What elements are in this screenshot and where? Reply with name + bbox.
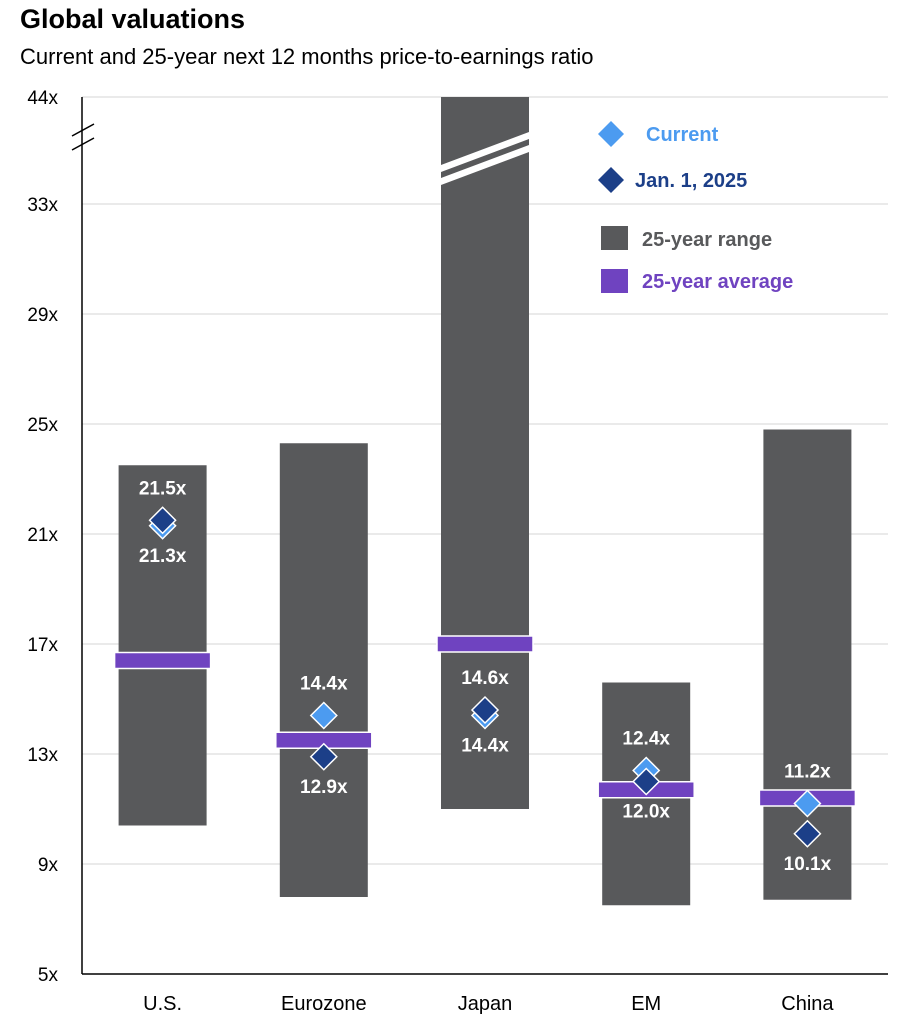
y-tick-label: 21x [27, 525, 58, 546]
jan-diamond [470, 695, 500, 725]
legend-current-diamond [598, 121, 624, 147]
current-diamond [309, 701, 338, 730]
jan-value-label: 12.9x [300, 777, 348, 798]
legend-jan-diamond [598, 167, 624, 193]
y-tick-label: 5x [38, 965, 59, 986]
jan-value-label: 21.5x [139, 478, 187, 499]
range-bar [279, 443, 368, 897]
range-bar [441, 97, 529, 809]
jan-value-label: 10.1x [784, 854, 832, 875]
bar-break-mark [441, 132, 529, 172]
category-label: EM [631, 993, 661, 1015]
legend-jan-label: Jan. 1, 2025 [635, 170, 747, 192]
bar-break-mark [441, 145, 529, 185]
current-value-label: 14.4x [461, 736, 509, 757]
average-marker [113, 651, 212, 670]
category-label: China [781, 993, 834, 1015]
y-tick-label: 9x [38, 855, 59, 876]
legend-average-swatch [601, 269, 628, 293]
category-label: Japan [458, 993, 513, 1015]
jan-diamond [309, 742, 338, 771]
chart-subtitle: Current and 25-year next 12 months price… [20, 44, 594, 69]
axis-break-mark [71, 137, 95, 151]
jan-diamond [632, 767, 661, 796]
jan-value-label: 12.0x [622, 802, 670, 823]
category-label: Eurozone [281, 993, 367, 1015]
legend-average-label: 25-year average [642, 271, 793, 293]
jan-diamond [793, 819, 822, 848]
chart-title: Global valuations [20, 4, 246, 34]
jan-value-label: 14.6x [461, 668, 509, 689]
axis-break-mark [71, 123, 95, 137]
y-tick-label: 17x [27, 635, 58, 656]
current-value-label: 11.2x [784, 762, 831, 783]
legend-range-label: 25-year range [642, 229, 772, 251]
y-tick-label: 29x [27, 305, 58, 326]
y-tick-label: 33x [27, 195, 58, 216]
legend-range-swatch [601, 226, 628, 250]
legend-current-label: Current [646, 124, 719, 146]
current-diamond [793, 789, 822, 818]
current-value-label: 14.4x [300, 674, 348, 695]
current-value-label: 12.4x [622, 729, 670, 750]
category-label: U.S. [143, 993, 182, 1015]
current-value-label: 21.3x [139, 546, 187, 567]
y-tick-label: 25x [27, 415, 58, 436]
jan-diamond [148, 506, 177, 535]
y-tick-label: 13x [27, 745, 58, 766]
average-marker [436, 635, 534, 653]
y-tick-label: 44x [27, 88, 58, 109]
